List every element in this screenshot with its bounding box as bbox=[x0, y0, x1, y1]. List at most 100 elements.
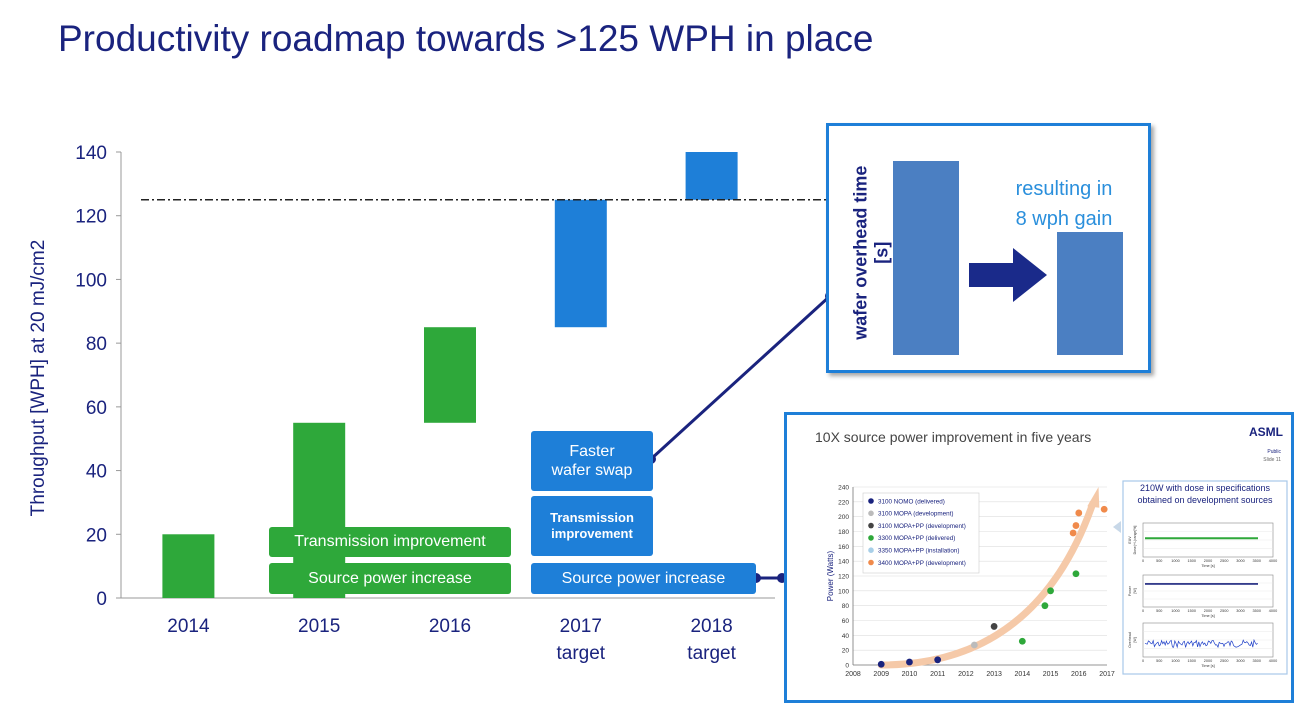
sp-mini-ylabel: Power bbox=[1128, 585, 1132, 596]
x-tick-label: 2014 bbox=[167, 616, 210, 637]
sp-mini-xtick: 3000 bbox=[1236, 659, 1244, 663]
sp-legend-box bbox=[862, 492, 980, 574]
sp-point bbox=[1072, 570, 1080, 578]
sp-mini-xtick: 2500 bbox=[1220, 659, 1228, 663]
sp-mini-xtick: 1000 bbox=[1171, 659, 1179, 663]
sp-point bbox=[1041, 602, 1049, 610]
sp-x-tick: 2013 bbox=[986, 671, 1002, 678]
page-title: Productivity roadmap towards >125 WPH in… bbox=[58, 18, 874, 59]
sp-mini-xtick: 3500 bbox=[1253, 659, 1261, 663]
sp-point bbox=[906, 658, 913, 666]
sp-legend-label: 3100 MOPA+PP (development) bbox=[878, 523, 966, 530]
sp-mini-xtick: 500 bbox=[1156, 609, 1162, 613]
sp-legend-label: 3350 MOPA+PP (installation) bbox=[878, 548, 960, 555]
source-power-chart: 0 20 40 60 80 100 120 140 160 180 200 220 240 2008 200… bbox=[826, 480, 1288, 678]
sp-x-tick: 2011 bbox=[930, 671, 945, 678]
sp-y-tick: 20 bbox=[842, 648, 850, 655]
y-tick-label: 100 bbox=[75, 270, 107, 291]
sp-point bbox=[877, 660, 885, 668]
sp-point bbox=[1047, 587, 1054, 595]
sp-mini-xlabel: Time [s] bbox=[1201, 614, 1214, 618]
x-tick-label: 2018 bbox=[690, 616, 732, 637]
sp-point bbox=[990, 623, 998, 630]
sp-legend-swatch bbox=[868, 535, 874, 541]
sp-mini-xtick: 1500 bbox=[1188, 659, 1196, 663]
y-tick-label: 120 bbox=[75, 207, 107, 228]
y-tick-label: 20 bbox=[86, 525, 107, 546]
sp-mini-xlabel: Time [s] bbox=[1201, 664, 1214, 668]
sp-x-tick: 2010 bbox=[902, 671, 918, 678]
sp-y-tick: 120 bbox=[838, 574, 849, 581]
sp-x-tick: 2009 bbox=[873, 671, 889, 678]
x-tick-label: 2015 bbox=[298, 616, 340, 637]
sp-point bbox=[934, 656, 942, 664]
sp-legend-swatch bbox=[868, 547, 874, 553]
sp-mini-ylabel: EUV bbox=[1128, 536, 1132, 544]
sp-mini-xtick: 3500 bbox=[1253, 559, 1261, 563]
sp-x-tick: 2017 bbox=[1099, 671, 1115, 678]
sp-x-tick: 2014 bbox=[1015, 671, 1031, 678]
sp-mini-ylabel: Dose(+/-)range[%] bbox=[1133, 526, 1137, 555]
sp-mini-ylabel: [W] bbox=[1133, 588, 1137, 593]
sp-y-tick: 200 bbox=[838, 514, 849, 521]
sp-y-tick: 0 bbox=[845, 663, 849, 670]
green-transmission-label: Transmission improvement bbox=[269, 527, 511, 557]
sp-mini-xtick: 0 bbox=[1142, 609, 1144, 613]
sp-mini-xlabel: Time [s] bbox=[1201, 564, 1214, 568]
bar-2018-target bbox=[685, 152, 738, 200]
sp-legend-label: 3400 MOPA+PP (development) bbox=[878, 560, 966, 567]
y-tick-label: 0 bbox=[96, 589, 107, 610]
x-tick-label: target bbox=[687, 643, 736, 664]
sp-mini-xtick: 2000 bbox=[1204, 659, 1212, 663]
sp-legend-label: 3300 MOPA+PP (delivered) bbox=[878, 535, 955, 542]
sp-mini-xtick: 4000 bbox=[1269, 609, 1277, 613]
sp-mini-xtick: 3500 bbox=[1253, 609, 1261, 613]
sp-y-tick: 100 bbox=[838, 588, 849, 595]
overhead-bar-after bbox=[1057, 232, 1123, 355]
sp-point bbox=[1072, 522, 1080, 529]
sp-point bbox=[1018, 637, 1026, 645]
asml-logo: ASML bbox=[1249, 425, 1283, 439]
sp-mini-xtick: 2500 bbox=[1220, 559, 1228, 563]
overhead-inset: wafer overhead time [s] resulting in 8 w… bbox=[826, 123, 1151, 373]
sp-point bbox=[1075, 509, 1083, 517]
sp-y-tick: 180 bbox=[838, 529, 849, 536]
sp-point bbox=[1100, 505, 1108, 513]
sp-y-tick: 60 bbox=[842, 618, 850, 625]
sp-x-tick: 2016 bbox=[1071, 671, 1087, 678]
gain-text: resulting in 8 wph gain bbox=[1015, 178, 1113, 230]
blue-source-label: Source power increase bbox=[531, 563, 756, 594]
sp-mini-xtick: 1000 bbox=[1171, 559, 1179, 563]
sp-mini-xtick: 3000 bbox=[1236, 609, 1244, 613]
sp-mini-xtick: 2000 bbox=[1204, 559, 1212, 563]
sp-y-tick: 140 bbox=[838, 559, 849, 566]
sp-mini-xtick: 2000 bbox=[1204, 609, 1212, 613]
sp-mini-ylabel: [W] bbox=[1133, 637, 1137, 642]
sp-mini-xtick: 4000 bbox=[1269, 659, 1277, 663]
sp-mini-ylabel: Overhead bbox=[1128, 632, 1132, 647]
sp-mini-xtick: 4000 bbox=[1269, 559, 1277, 563]
bar-2014 bbox=[162, 534, 215, 598]
y-axis-label: Throughput [WPH] at 20 mJ/cm2 bbox=[28, 240, 49, 517]
sp-mini-xtick: 3000 bbox=[1236, 559, 1244, 563]
sp-legend-label: 3100 NOMO (delivered) bbox=[878, 498, 945, 505]
sp-mini-xtick: 1500 bbox=[1188, 609, 1196, 613]
spec-title: 210W with dose in specifications obtaine… bbox=[1137, 483, 1273, 505]
sp-legend-swatch bbox=[868, 559, 874, 566]
sp-legend-swatch bbox=[868, 522, 874, 529]
y-tick-label: 60 bbox=[86, 398, 107, 419]
sp-mini-xtick: 1500 bbox=[1188, 559, 1196, 563]
overhead-ylabel: wafer overhead time [s] bbox=[850, 165, 891, 340]
sp-mini-xtick: 500 bbox=[1156, 659, 1162, 663]
sp-mini-xtick: 1000 bbox=[1171, 609, 1179, 613]
x-tick-label: target bbox=[557, 643, 606, 664]
sp-trend-arrow bbox=[877, 499, 1097, 669]
sp-point bbox=[970, 641, 978, 649]
sp-y-tick: 160 bbox=[838, 544, 849, 551]
blue-faster-swap-label: Faster wafer swap bbox=[531, 431, 653, 491]
green-source-label: Source power increase bbox=[269, 563, 511, 594]
sp-x-tick: 2015 bbox=[1043, 671, 1059, 678]
sp-y-tick: 40 bbox=[842, 633, 850, 640]
sp-spec-pointer bbox=[1113, 521, 1121, 533]
